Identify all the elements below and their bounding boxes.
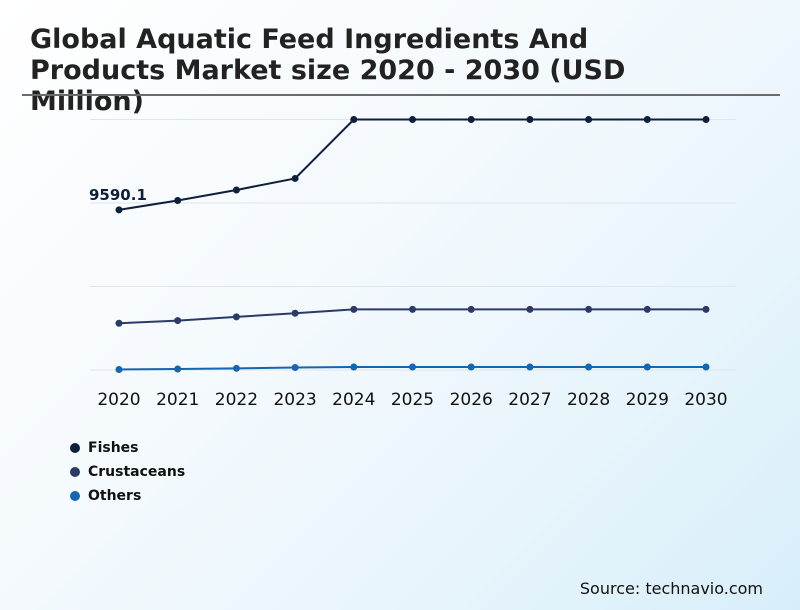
data-label: 9590.1	[89, 186, 147, 204]
data-point-others[interactable]	[467, 363, 475, 371]
data-point-others[interactable]	[409, 363, 416, 371]
data-point-others[interactable]	[232, 364, 240, 372]
legend: Fishes Crustaceans Others	[70, 436, 185, 508]
x-tick-label: 2027	[508, 390, 551, 410]
data-point-fishes[interactable]	[467, 116, 475, 123]
data-point-fishes[interactable]	[643, 116, 651, 123]
data-point-crustaceans[interactable]	[409, 305, 416, 313]
data-point-others[interactable]	[174, 365, 182, 373]
data-point-fishes[interactable]	[702, 116, 710, 123]
data-point-others[interactable]	[643, 363, 651, 371]
data-point-fishes[interactable]	[291, 174, 299, 182]
x-tick-label: 2026	[450, 390, 493, 410]
series-lines	[115, 116, 710, 373]
data-point-others[interactable]	[115, 365, 123, 373]
data-point-crustaceans[interactable]	[232, 313, 240, 321]
legend-item-others[interactable]: Others	[70, 484, 185, 508]
x-tick-label: 2030	[684, 390, 727, 410]
source-label: Source: technavio.com	[579, 579, 763, 598]
x-tick-label: 2020	[97, 390, 140, 410]
data-point-fishes[interactable]	[526, 116, 534, 123]
legend-label-others: Others	[88, 488, 142, 504]
legend-marker-crustaceans	[70, 467, 80, 477]
data-point-crustaceans[interactable]	[643, 305, 651, 313]
data-point-others[interactable]	[350, 363, 358, 371]
series-line-fishes	[118, 118, 706, 211]
grid-lines	[90, 119, 736, 371]
x-tick-label: 2021	[156, 390, 199, 410]
data-point-others[interactable]	[702, 363, 710, 371]
data-point-others[interactable]	[291, 363, 299, 371]
data-point-crustaceans[interactable]	[467, 305, 475, 313]
chart-title: Global Aquatic Feed Ingredients And Prod…	[30, 24, 626, 117]
data-point-fishes[interactable]	[585, 116, 593, 123]
legend-item-crustaceans[interactable]: Crustaceans	[70, 460, 185, 484]
data-point-fishes[interactable]	[232, 186, 240, 194]
title-divider	[22, 94, 780, 96]
x-tick-label: 2022	[215, 390, 258, 410]
x-tick-label: 2025	[391, 390, 434, 410]
data-point-others[interactable]	[526, 363, 534, 371]
x-tick-label: 2029	[626, 390, 669, 410]
data-point-fishes[interactable]	[174, 196, 182, 204]
legend-marker-fishes	[70, 443, 80, 453]
data-point-crustaceans[interactable]	[291, 309, 299, 317]
data-point-crustaceans[interactable]	[526, 305, 534, 313]
legend-item-fishes[interactable]: Fishes	[70, 436, 185, 460]
data-point-fishes[interactable]	[115, 206, 123, 214]
data-point-crustaceans[interactable]	[350, 305, 358, 313]
data-point-crustaceans[interactable]	[115, 319, 123, 327]
x-tick-label: 2023	[273, 390, 316, 410]
legend-label-crustaceans: Crustaceans	[88, 464, 186, 480]
data-point-others[interactable]	[585, 363, 593, 371]
data-point-crustaceans[interactable]	[174, 317, 182, 325]
data-point-crustaceans[interactable]	[585, 305, 593, 313]
data-point-fishes[interactable]	[350, 116, 358, 123]
x-tick-label: 2028	[567, 390, 610, 410]
data-point-fishes[interactable]	[409, 116, 416, 123]
data-point-crustaceans[interactable]	[702, 305, 710, 313]
legend-marker-others	[70, 491, 80, 501]
chart-labels: 2020 2021 2022 2023 2024 2025 2026 2027 2028 2029…	[89, 186, 728, 410]
x-tick-label: 2024	[332, 390, 375, 410]
legend-label-fishes: Fishes	[88, 440, 139, 456]
